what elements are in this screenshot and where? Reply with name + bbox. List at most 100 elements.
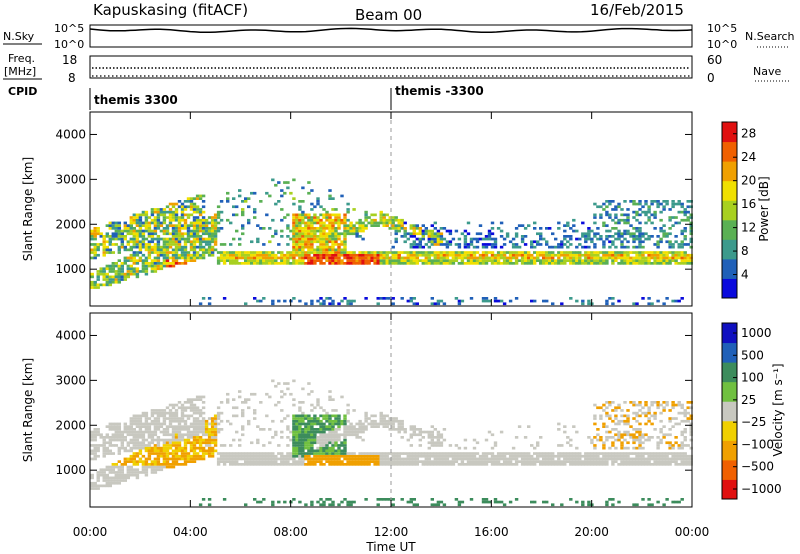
velocity-cell <box>319 457 323 461</box>
velocity-cell <box>346 411 350 415</box>
power-cell <box>108 278 113 281</box>
velocity-cell <box>511 452 516 455</box>
velocity-cell <box>638 460 642 463</box>
power-cell <box>533 221 537 225</box>
velocity-cell <box>117 425 122 428</box>
power-cell <box>325 297 329 300</box>
velocity-cell <box>108 471 113 474</box>
velocity-cell <box>135 436 140 439</box>
velocity-cell <box>156 444 161 447</box>
power-cell <box>590 262 594 265</box>
velocity-cell <box>114 444 119 447</box>
power-cell <box>421 232 426 236</box>
power-cell <box>511 237 516 241</box>
velocity-cell <box>671 460 675 463</box>
power-cell <box>337 248 341 252</box>
power-cell <box>144 227 149 230</box>
velocity-cell <box>310 425 314 428</box>
power-cell <box>620 256 624 260</box>
power-cell <box>135 272 140 276</box>
velocity-cell <box>292 454 296 458</box>
velocity-cell <box>210 454 215 458</box>
velocity-cell <box>162 454 167 458</box>
power-cell <box>481 243 486 246</box>
power-cell <box>198 227 203 230</box>
power-cell <box>250 256 254 260</box>
velocity-cell <box>277 452 281 455</box>
velocity-cell <box>605 406 609 410</box>
velocity-cell <box>593 436 597 439</box>
velocity-cell <box>232 454 236 458</box>
power-cell <box>213 240 218 244</box>
velocity-cell <box>557 428 561 431</box>
velocity-cell <box>189 446 194 450</box>
power-cell <box>105 240 110 244</box>
power-cell <box>566 235 570 238</box>
power-cell <box>599 256 603 260</box>
power-cell <box>662 253 666 257</box>
velocity-cell <box>219 401 224 404</box>
power-cell <box>548 227 552 230</box>
power-cell <box>204 221 209 225</box>
power-cell <box>677 245 681 249</box>
power-cell <box>156 264 161 268</box>
power-cell <box>373 251 377 254</box>
velocity-cell <box>361 460 365 463</box>
power-cell <box>629 259 633 262</box>
power-cell <box>156 227 161 230</box>
velocity-cell <box>349 422 353 426</box>
power-cell <box>153 227 158 230</box>
nave-label: Nave <box>753 65 781 78</box>
power-cell <box>502 302 507 306</box>
velocity-cell <box>391 463 395 466</box>
power-cell <box>629 262 633 265</box>
power-cell <box>490 221 495 225</box>
power-cell <box>192 251 197 254</box>
velocity-cell <box>319 454 323 458</box>
velocity-cell <box>328 457 332 461</box>
power-cell <box>662 235 666 238</box>
velocity-cell <box>472 454 477 458</box>
velocity-cell <box>611 444 615 447</box>
power-cell <box>436 240 441 244</box>
power-cell <box>352 224 356 227</box>
power-cell <box>213 216 218 219</box>
power-cell <box>668 232 672 236</box>
velocity-cell <box>487 500 492 504</box>
power-cell <box>238 256 242 260</box>
velocity-cell <box>153 430 158 434</box>
power-cell <box>192 216 197 219</box>
velocity-cell <box>364 428 368 431</box>
power-cell <box>340 221 344 225</box>
velocity-cell <box>536 457 540 461</box>
velocity-cell <box>689 446 693 450</box>
velocity-cell <box>394 460 398 463</box>
velocity-cell <box>635 457 639 461</box>
power-cell <box>313 240 317 244</box>
velocity-cell <box>256 463 260 466</box>
velocity-cell <box>463 452 468 455</box>
power-cell <box>117 259 122 262</box>
velocity-cell <box>469 498 474 501</box>
power-cell <box>683 259 687 262</box>
velocity-cell <box>569 454 573 458</box>
power-cell <box>337 221 341 225</box>
power-cell <box>394 240 398 244</box>
power-cell <box>216 227 221 230</box>
velocity-cell <box>250 457 254 461</box>
power-cell <box>337 253 341 257</box>
power-cell <box>638 202 642 206</box>
velocity-cell <box>138 444 143 447</box>
velocity-cell <box>587 454 591 458</box>
power-cell <box>394 227 398 230</box>
power-cell <box>484 299 489 303</box>
power-cell <box>502 243 507 246</box>
velocity-cell <box>346 457 350 461</box>
velocity-cell <box>533 460 537 463</box>
velocity-cell <box>177 425 182 428</box>
velocity-cell <box>153 419 158 423</box>
power-cell <box>192 229 197 233</box>
power-cell <box>180 245 185 249</box>
velocity-cell <box>361 463 365 466</box>
power-cell <box>490 243 495 246</box>
